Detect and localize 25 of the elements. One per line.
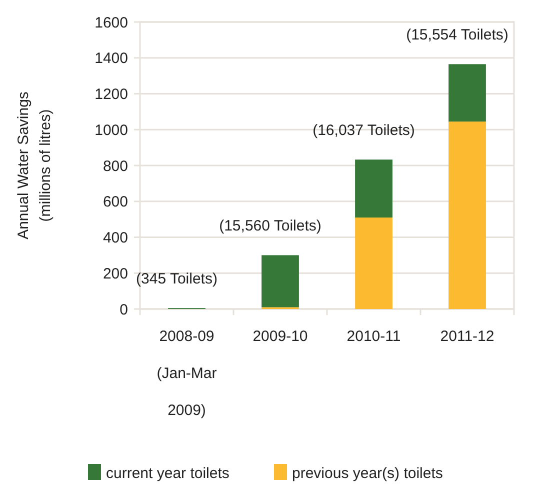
annotation: (345 Toilets) xyxy=(136,270,218,288)
x-tick-label: 2011-12 xyxy=(440,328,494,345)
x-tick-label: 2009-10 xyxy=(252,328,308,345)
y-tick-label: 600 xyxy=(102,194,128,211)
y-tick-label: 1600 xyxy=(94,14,128,32)
y-tick-label: 1200 xyxy=(94,86,128,103)
annotation: (16,037 Toilets) xyxy=(312,122,415,139)
y-tick-label: 200 xyxy=(102,265,128,282)
annotation: (15,560 Toilets) xyxy=(219,217,322,234)
bar xyxy=(448,122,486,309)
annotation: (15,554 Toilets) xyxy=(406,26,508,44)
category-label: 2008-09 (Jan-Mar 2009) xyxy=(156,328,217,419)
x-tick-label: 2010-11 xyxy=(346,328,401,345)
bar xyxy=(262,255,299,308)
y-tick-label: 1000 xyxy=(94,122,128,139)
y-tick-label: 800 xyxy=(102,158,128,175)
legend-label: current year toilets xyxy=(106,465,230,482)
bar xyxy=(355,160,392,218)
y-axis-title: Annual Water Savings (millions of litres) xyxy=(15,92,54,240)
bar xyxy=(355,218,392,309)
legend-label: previous year(s) toilets xyxy=(292,465,443,482)
bar xyxy=(448,64,486,122)
y-tick-label: 400 xyxy=(102,230,128,246)
y-tick-label: 1400 xyxy=(94,50,128,68)
y-tick-label: 0 xyxy=(120,301,128,318)
